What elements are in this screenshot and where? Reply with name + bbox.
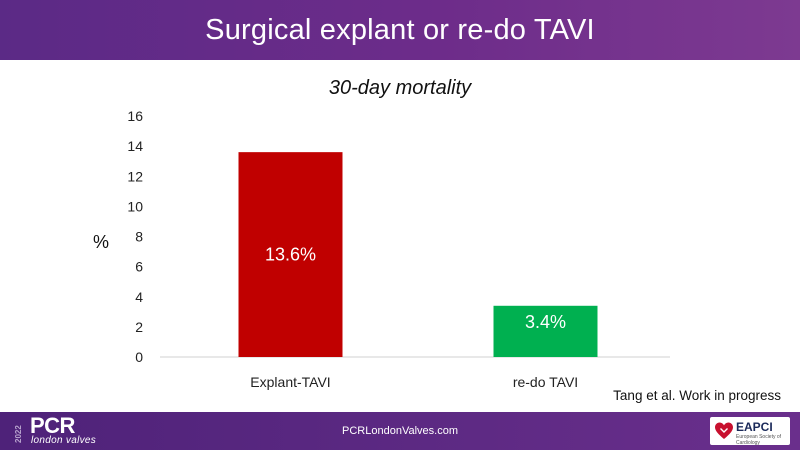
- slide-footer: 2022 PCR london valves PCRLondonValves.c…: [0, 412, 800, 450]
- slide-header: Surgical explant or re-do TAVI: [0, 0, 800, 60]
- x-category-label: re-do TAVI: [513, 374, 578, 390]
- pcr-logo: 2022 PCR london valves: [14, 413, 124, 447]
- eapci-badge: EAPCI European Society of Cardiology: [710, 417, 790, 446]
- pcr-brand-sub: london valves: [31, 435, 97, 446]
- y-tick-label: 14: [127, 138, 143, 154]
- citation: Tang et al. Work in progress: [613, 388, 781, 403]
- bar-chart: 30-day mortality% 0 2 4 6 8 10 12 14 16 13.6% Expla…: [93, 77, 670, 390]
- bar-explant-tavi: [238, 152, 343, 357]
- y-tick-label: 2: [135, 319, 143, 335]
- x-category-label: Explant-TAVI: [250, 374, 330, 390]
- y-axis-label: %: [93, 232, 109, 252]
- chart-title: 30-day mortality: [329, 77, 472, 99]
- y-tick-label: 4: [135, 289, 143, 305]
- bar-re-do-tavi: [493, 305, 598, 357]
- eapci-sublabel: European Society of Cardiology: [736, 434, 782, 446]
- footer-url[interactable]: PCRLondonValves.com: [342, 425, 458, 437]
- eapci-label: EAPCI: [736, 420, 773, 434]
- y-tick-label: 8: [135, 229, 143, 245]
- y-tick-label: 0: [135, 349, 143, 365]
- y-tick-label: 12: [127, 168, 143, 184]
- chart-area: 30-day mortality% 0 2 4 6 8 10 12 14 16 13.6% Expla…: [0, 60, 800, 412]
- y-tick-label: 10: [127, 198, 143, 214]
- data-label: 13.6%: [265, 245, 316, 265]
- slide-title: Surgical explant or re-do TAVI: [205, 13, 595, 46]
- data-label: 3.4%: [525, 312, 566, 332]
- heart-icon: [715, 422, 733, 439]
- y-tick-label: 6: [135, 259, 143, 275]
- y-tick-label: 16: [127, 108, 143, 124]
- pcr-brand: PCR: [30, 413, 75, 438]
